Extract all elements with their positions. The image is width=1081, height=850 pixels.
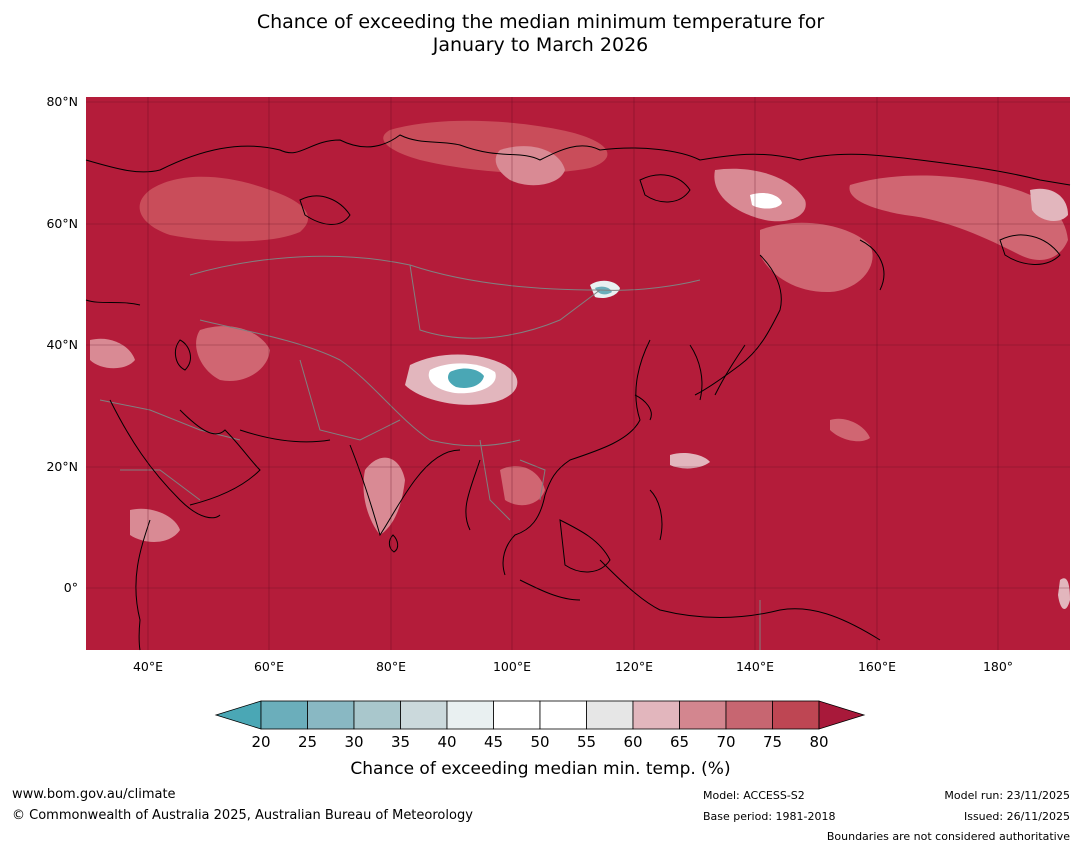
patch-chukotka-core (1030, 188, 1068, 222)
colorbar-tick-70: 70 (716, 733, 736, 751)
footer-boundaries-note: Boundaries are not considered authoritat… (826, 830, 1070, 843)
colorbar-segment-60-65 (632, 700, 680, 730)
lon-label-180: 180° (982, 659, 1014, 674)
coast-malay (502, 494, 546, 576)
colorbar-segment-50-55 (539, 700, 587, 730)
coast-sea-of-japan (694, 254, 782, 396)
lon-label-80e: 80°E (375, 659, 407, 674)
coast-east-africa (135, 519, 151, 651)
patch-indochina (500, 466, 545, 506)
lon-label-140e: 140°E (735, 659, 774, 674)
patch-far-east (760, 222, 873, 293)
footer-base-period: Base period: 1981-2018 (703, 810, 836, 823)
patch-chukotka (849, 175, 1068, 260)
colorbar-tick-80: 80 (809, 733, 829, 751)
colorbar-segment-65-70 (679, 700, 727, 730)
coast-philippines (649, 489, 663, 541)
footer-model: Model: ACCESS-S2 (703, 789, 805, 802)
patch-europe (139, 176, 309, 242)
patch-east-edge (1058, 578, 1070, 610)
footer-copyright: © Commonwealth of Australia 2025, Austra… (12, 808, 473, 823)
coast-china-east (544, 339, 651, 496)
coast-burma (465, 459, 481, 531)
colorbar-tick-50: 50 (530, 733, 550, 751)
map-title-line1: Chance of exceeding the median minimum t… (256, 11, 825, 33)
coast-japan (689, 344, 746, 401)
coast-caspian (174, 339, 191, 371)
colorbar-segment-35-40 (400, 700, 448, 730)
patch-tibet-blue (448, 368, 484, 388)
boundary-indochina (479, 439, 546, 521)
lat-label-20n: 20°N (46, 459, 78, 474)
colorbar-segment-40-45 (446, 700, 494, 730)
patch-turkey (90, 338, 135, 369)
graticule (86, 97, 1070, 650)
colorbar-tick-55: 55 (576, 733, 597, 751)
patch-pacific (830, 418, 870, 442)
boundary-pakistan-india (299, 359, 401, 441)
colorbar-tick-25: 25 (297, 733, 318, 751)
lon-label-60e: 60°E (253, 659, 285, 674)
coast-sumatra (519, 579, 581, 601)
colorbar-tick-20: 20 (251, 733, 271, 751)
colorbar-tick-30: 30 (344, 733, 364, 751)
colorbar-under-triangle (214, 700, 262, 730)
patch-yakutia-core (750, 192, 782, 209)
coast-taiwan (634, 394, 652, 421)
coast-arabia (179, 409, 261, 506)
colorbar-tick-40: 40 (437, 733, 457, 751)
coast-yamal (299, 195, 351, 225)
coast-kamchatka-bay (999, 234, 1061, 265)
lat-label-equator: 0° (63, 580, 78, 595)
boundary-mongolia-china (409, 264, 601, 339)
boundary-middle-east (99, 399, 241, 501)
colorbar-segment-55-60 (586, 700, 634, 730)
colorbar-segment-75-80 (772, 700, 820, 730)
colorbar-tick-60: 60 (623, 733, 643, 751)
probability-patches (90, 120, 1070, 610)
map-title-line2: January to March 2026 (432, 34, 649, 56)
patch-horn-africa (130, 508, 180, 542)
colorbar-tick-35: 35 (390, 733, 411, 751)
patch-philippine-sea (670, 452, 710, 469)
patch-middle-east (196, 326, 270, 381)
lon-label-120e: 120°E (614, 659, 653, 674)
forecast-map (85, 97, 1071, 651)
coast-sri-lanka (388, 534, 399, 553)
footer-issued: Issued: 26/11/2025 (963, 810, 1070, 823)
coast-kamchatka (859, 239, 885, 291)
footer-model-run: Model run: 23/11/2025 (944, 789, 1070, 802)
lat-label-60n: 60°N (46, 216, 78, 231)
colorbar-tick-45: 45 (483, 733, 504, 751)
coast-borneo (559, 519, 611, 573)
country-boundaries (99, 255, 761, 650)
colorbar-segment-30-35 (353, 700, 401, 730)
coast-red-sea (109, 399, 221, 519)
colorbar-segment-20-25 (260, 700, 308, 730)
lat-label-80n: 80°N (46, 94, 78, 109)
colorbar-tick-65: 65 (669, 733, 690, 751)
lon-label-100e: 100°E (492, 659, 531, 674)
coast-india (349, 444, 461, 537)
lon-label-40e: 40°E (132, 659, 164, 674)
boundary-central-asia (199, 319, 521, 447)
colorbar-segment-25-30 (307, 700, 355, 730)
colorbar-tick-75: 75 (762, 733, 783, 751)
colorbar (214, 700, 866, 730)
footer-url: www.bom.gov.au/climate (12, 787, 176, 802)
coast-arabian-sea-north (239, 429, 331, 443)
lon-label-160e: 160°E (857, 659, 896, 674)
colorbar-over-triangle (818, 700, 866, 730)
boundary-russia-south (189, 255, 701, 291)
coastlines (85, 134, 1071, 651)
coast-taymyr-bay (639, 174, 691, 203)
colorbar-label: Chance of exceeding median min. temp. (%… (350, 759, 731, 779)
arctic-coastline (85, 134, 1071, 186)
coast-indonesia-east (599, 559, 881, 641)
colorbar-segment-45-50 (493, 700, 541, 730)
colorbar-segment-70-75 (725, 700, 773, 730)
coast-black-sea (85, 299, 141, 306)
lat-label-40n: 40°N (46, 337, 78, 352)
